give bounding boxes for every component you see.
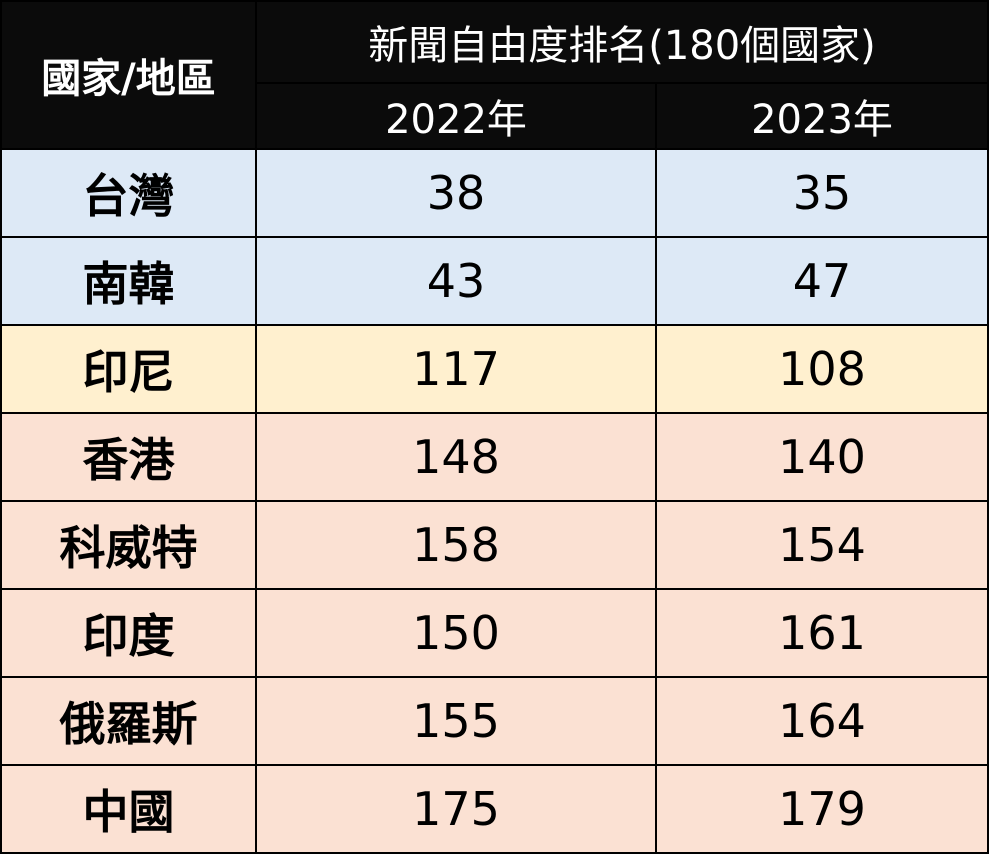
ranking-title-header: 新聞自由度排名(180個國家) <box>255 0 989 84</box>
rank-2022-cell: 158 <box>255 500 657 590</box>
rank-2022-cell: 148 <box>255 412 657 502</box>
rank-2023-cell: 164 <box>655 676 989 766</box>
country-cell: 南韓 <box>0 236 257 326</box>
rank-2022-cell: 155 <box>255 676 657 766</box>
country-cell: 科威特 <box>0 500 257 590</box>
rank-2023-cell: 35 <box>655 148 989 238</box>
table-row: 俄羅斯 155 164 <box>0 676 989 766</box>
country-cell: 印尼 <box>0 324 257 414</box>
table-row: 中國 175 179 <box>0 764 989 854</box>
header-row-years: 2022年 2023年 <box>1 82 989 150</box>
header-row-title: 國家/地區 新聞自由度排名(180個國家) <box>0 0 989 150</box>
rank-2023-cell: 154 <box>655 500 989 590</box>
table-row: 科威特 158 154 <box>0 500 989 590</box>
rank-2023-cell: 140 <box>655 412 989 502</box>
table-row: 台灣 38 35 <box>0 148 989 238</box>
rank-2022-cell: 117 <box>255 324 657 414</box>
country-cell: 印度 <box>0 588 257 678</box>
table-row: 印度 150 161 <box>0 588 989 678</box>
year-2023-header: 2023年 <box>655 82 989 150</box>
rank-2023-cell: 47 <box>655 236 989 326</box>
rank-2023-cell: 108 <box>655 324 989 414</box>
country-cell: 中國 <box>0 764 257 854</box>
rank-2023-cell: 179 <box>655 764 989 854</box>
country-column-header: 國家/地區 <box>0 0 257 150</box>
country-cell: 香港 <box>0 412 257 502</box>
rank-2022-cell: 150 <box>255 588 657 678</box>
country-cell: 台灣 <box>0 148 257 238</box>
table-body: 台灣 38 35 南韓 43 47 印尼 117 108 香港 148 140 … <box>0 148 989 854</box>
rank-2023-cell: 161 <box>655 588 989 678</box>
table-row: 印尼 117 108 <box>0 324 989 414</box>
rank-2022-cell: 38 <box>255 148 657 238</box>
rank-2022-cell: 175 <box>255 764 657 854</box>
table-row: 香港 148 140 <box>0 412 989 502</box>
rank-2022-cell: 43 <box>255 236 657 326</box>
country-cell: 俄羅斯 <box>0 676 257 766</box>
year-2022-header: 2022年 <box>255 82 657 150</box>
table-header: 國家/地區 新聞自由度排名(180個國家) 2022年 2023年 <box>0 0 989 150</box>
table-row: 南韓 43 47 <box>0 236 989 326</box>
